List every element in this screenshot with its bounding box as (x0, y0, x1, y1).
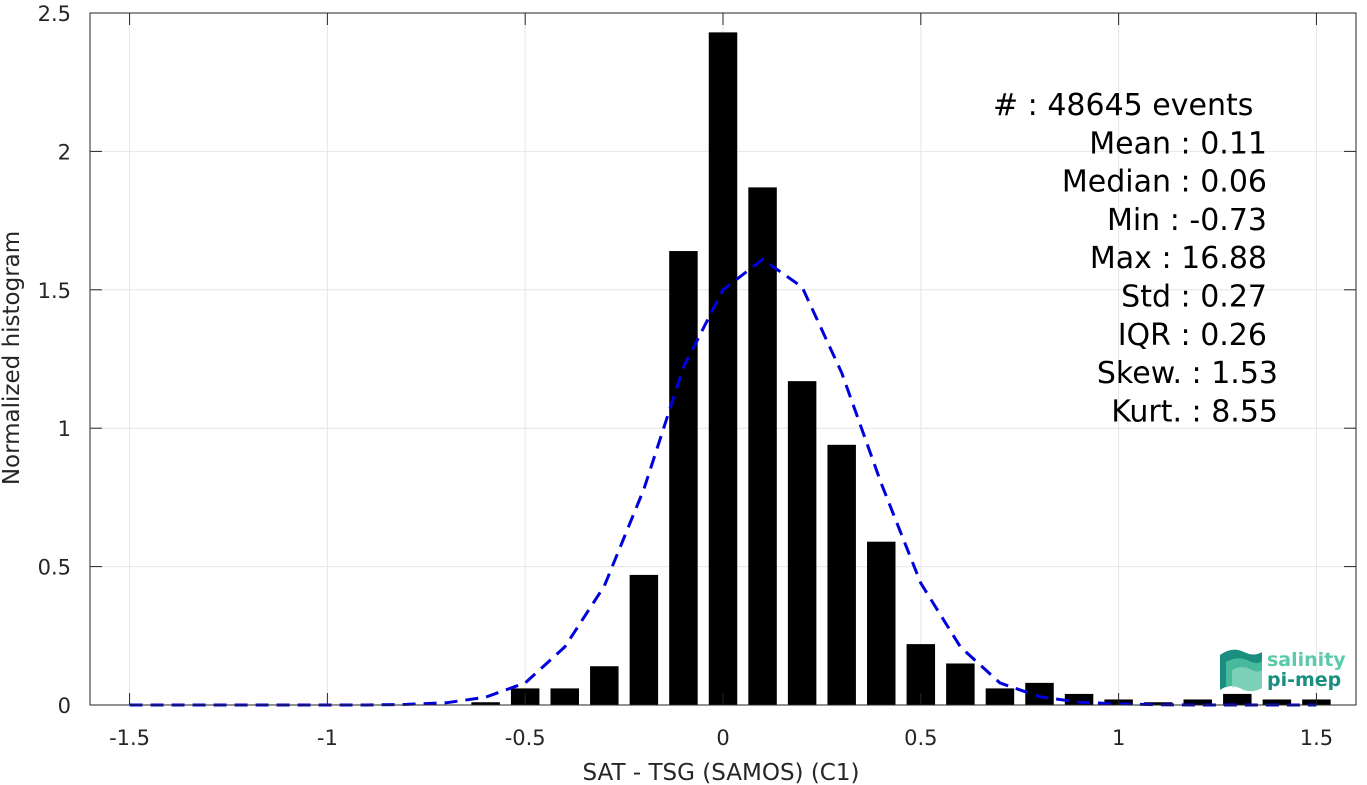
x-tick-label: -0.5 (505, 726, 546, 750)
histogram-bar (1143, 702, 1173, 705)
histogram-bar (708, 32, 738, 706)
stats-line: Kurt. : 8.55 (1111, 394, 1278, 429)
salinity-pi-mep-logo: salinity pi-mep (1220, 649, 1346, 692)
y-tick-label: 0.5 (38, 556, 71, 580)
axis-ticks (90, 12, 1356, 706)
y-tick-label: 1.5 (38, 279, 71, 303)
histogram-bar (1223, 693, 1252, 705)
x-tick-label: 1 (1112, 726, 1125, 750)
x-tick-label: 0 (716, 726, 729, 750)
stats-line: Skew. : 1.53 (1097, 356, 1278, 391)
y-tick-label: 2 (58, 140, 71, 164)
y-tick-label: 1 (58, 417, 71, 441)
histogram-bar (1064, 693, 1094, 705)
x-tick-label: -1.5 (109, 726, 150, 750)
stats-line: Std : 0.27 (1121, 280, 1267, 315)
histogram-bars (471, 32, 1331, 706)
stats-line: IQR : 0.26 (1118, 318, 1267, 353)
histogram-bar (471, 702, 500, 705)
logo-text-pi-mep: pi-mep (1267, 669, 1341, 691)
histogram-bar (1025, 682, 1054, 705)
histogram-bar (867, 541, 896, 705)
stats-line: Median : 0.06 (1062, 165, 1267, 200)
stats-line: Max : 16.88 (1090, 241, 1267, 276)
histogram-bar (748, 187, 777, 705)
y-tick-labels: 0 0.5 1 1.5 2 2.5 (38, 2, 71, 718)
histogram-bar (985, 688, 1015, 705)
y-tick-label: 0 (58, 694, 71, 718)
histogram-bar (946, 663, 975, 705)
histogram-bar (827, 444, 856, 705)
histogram-bar (1262, 699, 1292, 705)
y-tick-label: 2.5 (38, 2, 71, 26)
x-tick-label: 1.5 (1300, 726, 1333, 750)
y-axis-label: Normalized histogram (0, 231, 25, 485)
histogram-bar (629, 574, 659, 705)
histogram-bar (669, 251, 698, 705)
x-tick-label: 0.5 (904, 726, 937, 750)
logo-text-salinity: salinity (1267, 649, 1346, 671)
histogram-bar (787, 381, 817, 705)
histogram-bar (590, 666, 619, 705)
stats-line: Mean : 0.11 (1089, 126, 1267, 161)
x-axis-label: SAT - TSG (SAMOS) (C1) (583, 760, 860, 785)
logo-mark-icon (1220, 649, 1262, 692)
x-tick-label: -1 (317, 726, 338, 750)
histogram-bar (1183, 699, 1212, 705)
stats-line: # : 48645 events (993, 88, 1253, 123)
stats-line: Min : -0.73 (1107, 203, 1267, 238)
histogram-bar (550, 688, 579, 705)
x-tick-labels: -1.5 -1 -0.5 0 0.5 1 1.5 (109, 726, 1333, 750)
